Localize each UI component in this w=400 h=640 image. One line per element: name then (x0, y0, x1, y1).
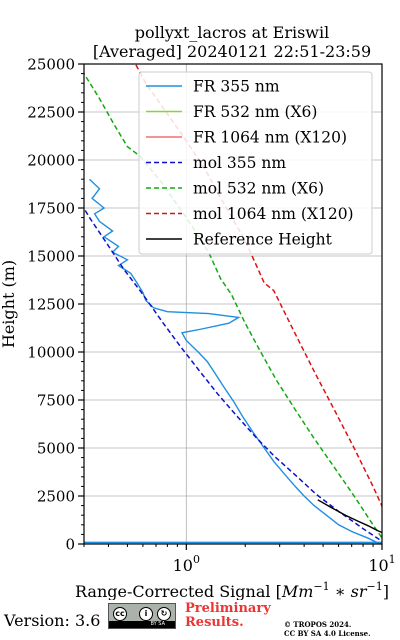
share-alike-icon: ↻ (157, 607, 171, 621)
legend-box (138, 71, 373, 255)
legend-label-0: FR 355 nm (193, 78, 280, 96)
series-line-5 (134, 64, 382, 508)
x-axis-label: Range-Corrected Signal [Mm−1 ∗ sr−1] (75, 580, 389, 600)
x-axis-label-times: ∗ (330, 582, 351, 600)
y-tick-label: 0 (65, 536, 75, 554)
preliminary-notice: Preliminary Results. (185, 602, 271, 630)
x-tick-label: 101 (368, 553, 395, 575)
y-tick-label: 12500 (27, 296, 75, 314)
series-line-6 (317, 499, 382, 534)
by-attribution-icon: i (139, 607, 153, 621)
y-tick-label: 2500 (37, 488, 75, 506)
x-tick-label: 100 (173, 553, 200, 575)
legend-label-5: mol 1064 nm (X120) (193, 205, 354, 223)
cc-license-badge: cc i ↻ BY SA (108, 603, 176, 629)
cc-badge-text: BY SA (109, 621, 175, 628)
copyright-line2: CC BY SA 4.0 License. (284, 629, 371, 638)
series-line-4 (84, 73, 382, 540)
chart-figure: pollyxt_lacros at Eriswil [Averaged] 202… (0, 23, 396, 600)
x-axis-label-unit: Mm (281, 582, 314, 600)
series-line-3 (84, 206, 382, 543)
y-tick-label: 17500 (27, 200, 75, 218)
y-tick-label: 20000 (27, 152, 75, 170)
y-tick-label: 25000 (27, 56, 75, 74)
y-tick-label: 7500 (37, 392, 75, 410)
legend: FR 355 nm FR 532 nm (X6) FR 1064 nm (X120)… (138, 71, 373, 255)
legend-label-3: mol 355 nm (193, 154, 286, 172)
y-tick-label: 5000 (37, 440, 75, 458)
y-axis-label: Height (m) (0, 260, 18, 348)
x-axis-label-exp2: −1 (367, 580, 383, 593)
axis-ticks: 0 2500 5000 7500 10000 12500 15000 17500 20000 22… (27, 56, 395, 576)
copyright-notice: © TROPOS 2024. CC BY SA 4.0 License. (284, 620, 371, 638)
legend-label-2: FR 1064 nm (X120) (193, 129, 347, 147)
chart-title-line1: pollyxt_lacros at Eriswil (135, 23, 329, 42)
x-axis-label-text: Range-Corrected Signal [ (75, 582, 282, 600)
y-tick-label: 15000 (27, 248, 75, 266)
series-clip-group (84, 64, 382, 544)
legend-label-4: mol 532 nm (X6) (193, 180, 324, 198)
cc-icon: cc (113, 607, 127, 621)
chart-title-line2: [Averaged] 20240121 22:51-23:59 (93, 42, 371, 61)
legend-label-1: FR 532 nm (X6) (193, 103, 317, 121)
x-axis-label-close: ] (383, 582, 389, 600)
version-label: Version: 3.6 (4, 611, 101, 630)
y-tick-label: 10000 (27, 344, 75, 362)
series-line-0 (89, 178, 382, 544)
series-group (84, 64, 382, 544)
x-axis-label-unit2: sr (351, 582, 368, 600)
y-tick-label: 22500 (27, 104, 75, 122)
x-axis-label-exp1: −1 (313, 580, 329, 593)
preliminary-line2: Results. (185, 615, 244, 630)
copyright-line1: © TROPOS 2024. (284, 620, 352, 629)
preliminary-line1: Preliminary (185, 601, 271, 616)
legend-label-6: Reference Height (193, 231, 333, 249)
